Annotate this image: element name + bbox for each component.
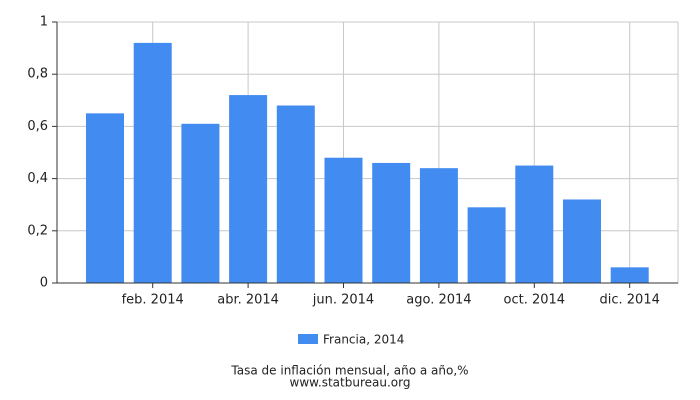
bar <box>133 42 172 283</box>
y-tick-label: 0,8 <box>27 67 48 82</box>
y-tick-label: 1 <box>40 15 48 30</box>
bar <box>419 168 458 283</box>
bar <box>276 105 315 284</box>
bar <box>229 95 268 283</box>
x-tick-label: feb. 2014 <box>122 293 184 308</box>
bar <box>86 113 124 283</box>
x-tick-label: abr. 2014 <box>217 293 279 308</box>
bar <box>515 165 554 283</box>
bar <box>372 162 411 283</box>
x-tick-label: ago. 2014 <box>406 293 471 308</box>
caption: Tasa de inflación mensual, año a año,% <box>230 364 468 378</box>
bar <box>563 199 601 283</box>
bar <box>610 267 649 283</box>
bar <box>324 157 363 283</box>
y-tick-label: 0,2 <box>27 223 48 238</box>
x-tick-label: oct. 2014 <box>504 293 566 308</box>
source: www.statbureau.org <box>290 376 411 390</box>
legend-label: Francia, 2014 <box>323 333 404 347</box>
legend-swatch <box>298 334 318 344</box>
y-tick-label: 0,4 <box>27 171 48 186</box>
y-tick-label: 0 <box>40 276 48 291</box>
bar <box>467 207 506 283</box>
x-tick-label: dic. 2014 <box>600 293 660 308</box>
x-tick-label: jun. 2014 <box>312 293 374 308</box>
y-tick-label: 0,6 <box>27 119 48 134</box>
bar <box>181 123 220 283</box>
